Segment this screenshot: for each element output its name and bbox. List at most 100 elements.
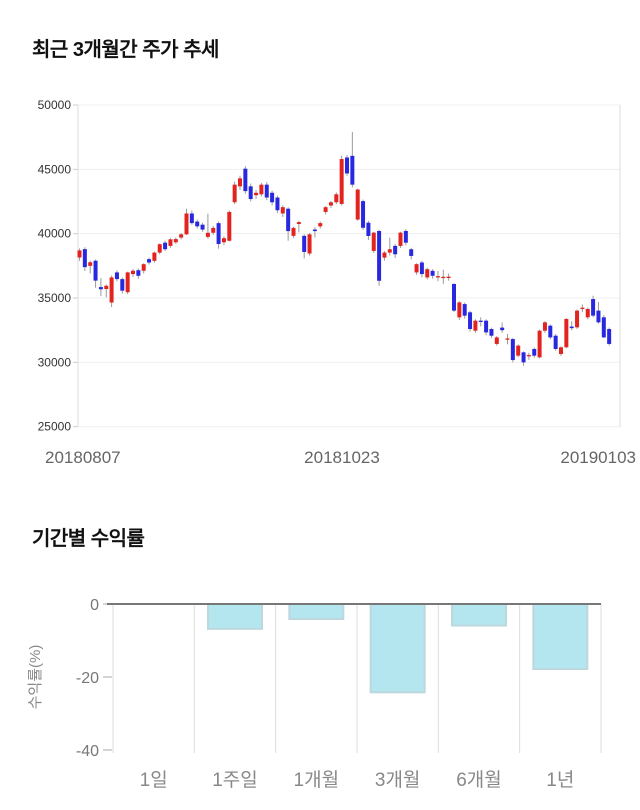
candle-body [248,186,253,200]
x-tick-label: 20180807 [45,448,121,467]
price-chart-title: 최근 3개월간 주가 추세 [32,39,219,61]
candle-body [425,269,430,278]
candle-body [569,326,574,329]
candle-body [339,159,344,204]
candle-body [542,322,547,331]
category-label: 1일 [140,769,168,791]
candle-body [468,312,473,330]
y-tick-label: -40 [76,743,99,760]
candle-body [419,262,424,275]
category-label: 3개월 [375,769,421,791]
candle-body [403,230,408,243]
candle-body [125,272,130,293]
candle-body [377,230,382,281]
candle-body [312,229,317,232]
candle-body [114,272,119,280]
return-bar [206,603,263,630]
candle-body [216,223,221,244]
candle-body [184,213,189,235]
candle-body [141,264,146,271]
category-label: 1년 [546,769,574,791]
y-axis-label: 수익률(%) [27,645,44,710]
candle-body [280,207,285,214]
candle-body [323,207,328,212]
returns-bar-chart: 0 -20 -40 1일 1주일 1개월 3개월 6개월 1년 수익률(%) [27,597,602,791]
candle-body [157,244,162,253]
y-tick-label: 40000 [38,227,72,241]
candle-body [494,337,499,344]
candle-body [88,262,93,266]
candle-body [334,194,339,203]
candle-body [457,302,462,318]
candle-body [302,235,307,252]
candle-body [505,338,510,340]
candle-body [275,197,280,211]
candle-body [243,168,248,192]
candle-body [328,202,333,206]
candle-body [601,317,606,338]
candle-body [152,252,157,261]
return-bar [288,603,345,620]
candle-body [120,279,125,291]
y-tick-label: 25000 [38,420,72,434]
candle-body [478,320,483,322]
candle-body [441,276,446,279]
return-bar [450,603,507,627]
candle-body [82,249,87,268]
candle-body [221,238,226,243]
candle-body [136,270,141,276]
candle-body [516,345,521,356]
category-label: 1주일 [212,769,258,791]
candle-body [355,189,360,220]
candle-body [446,276,451,278]
candle-body [286,208,291,232]
returns-chart-title: 기간별 수익률 [32,528,145,550]
y-tick-label: 30000 [38,355,72,369]
candle-body [205,232,210,237]
y-tick-label: 35000 [38,291,72,305]
x-tick-label: 20181023 [304,448,380,467]
candle-body [553,335,558,349]
candle-body [98,287,103,290]
candle-body [211,227,216,233]
candle-body [591,299,596,316]
candle-body [366,222,371,236]
candle-body [254,192,259,196]
candle-body [361,201,366,228]
candle-body [382,252,387,258]
candle-body [409,249,414,256]
candle-body [173,239,178,243]
candle-body [489,329,494,336]
candle-body [168,239,173,246]
candle-body [532,348,537,356]
candle-body [179,234,184,238]
candle-body [548,325,553,338]
y-tick-label: 50000 [38,98,72,112]
candle-body [296,222,301,225]
candle-body [227,211,232,241]
candle-body [526,355,531,357]
candle-body [430,270,435,276]
candle-body [452,283,456,311]
candle-body [462,304,467,316]
candle-body [500,327,505,331]
candle-body [537,330,542,358]
price-candlestick-chart: 50000 45000 40000 35000 30000 25000 20180807 20… [38,98,636,467]
candle-body [291,227,296,236]
candle-body [387,249,392,253]
category-label: 6개월 [456,769,502,791]
candle-body [77,250,82,258]
candle-body [580,307,585,309]
candle-body [264,184,269,198]
candle-body [189,213,194,224]
return-bar [369,603,426,694]
candle-body [200,224,205,230]
candle-body [307,234,312,254]
candle-body [585,308,590,318]
category-label: 1개월 [294,769,340,791]
candle-body [414,264,419,273]
candle-body [559,347,563,354]
x-tick-label: 20190103 [560,448,636,467]
candle-body [393,245,398,255]
